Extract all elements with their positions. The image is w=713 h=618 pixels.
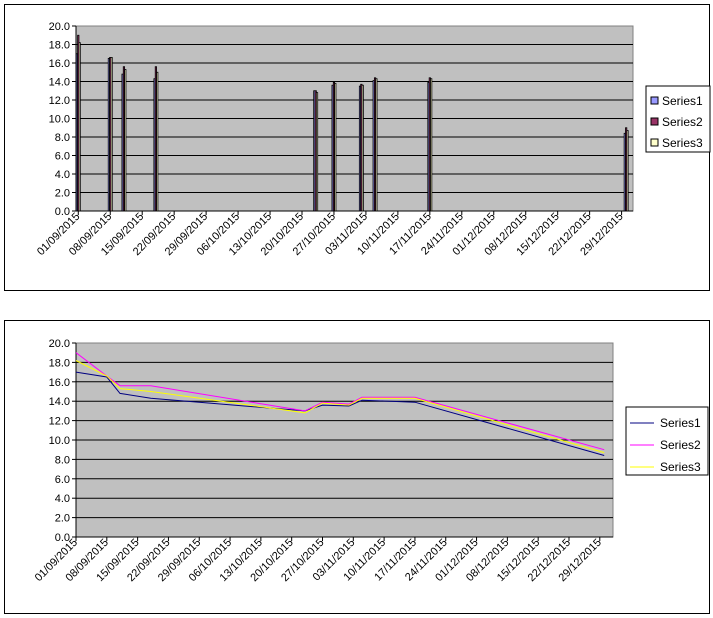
bar-series3 xyxy=(78,42,81,212)
legend-label-series2: Series2 xyxy=(660,438,701,452)
y-tick-label: 20.0 xyxy=(49,21,70,33)
y-tick-label: 12.0 xyxy=(49,416,70,428)
y-tick-label: 16.0 xyxy=(49,58,70,70)
y-tick-label: 20.0 xyxy=(49,338,70,350)
y-tick-label: 6.0 xyxy=(55,474,70,486)
y-tick-label: 4.0 xyxy=(55,169,70,181)
line-chart-svg: 0.02.04.06.08.010.012.014.016.018.020.00… xyxy=(33,338,709,584)
legend-label-series3: Series3 xyxy=(662,136,703,150)
bar-series3 xyxy=(156,71,159,212)
legend-label-series3: Series3 xyxy=(660,460,701,474)
y-tick-label: 12.0 xyxy=(49,95,70,107)
y-tick-label: 16.0 xyxy=(49,377,70,389)
y-tick-label: 18.0 xyxy=(49,357,70,369)
bar-series3 xyxy=(361,84,364,212)
y-tick-label: 0.0 xyxy=(55,206,70,218)
bar-series3 xyxy=(315,92,319,212)
legend-swatch-series3 xyxy=(650,138,659,147)
y-tick-label: 10.0 xyxy=(49,114,70,126)
bar-chart-svg: 0.02.04.06.08.010.012.014.016.018.020.00… xyxy=(35,21,711,258)
legend-swatch-series2 xyxy=(650,117,659,126)
bar-series3 xyxy=(124,69,127,212)
bar-chart-panel: 0.0 2.0 4.0 6.0 8.0 10.0 12.0 14.0 16.0 18.0 20.0 0… xyxy=(4,4,711,291)
line-chart-panel: 0.0 2.0 4.0 6.0 8.0 10.0 12.0 14.0 16.0 18.0 20.0 0… xyxy=(4,320,710,614)
y-tick-label: 0.0 xyxy=(55,532,70,544)
legend-label-series2: Series2 xyxy=(662,115,703,129)
bar-series3 xyxy=(110,57,113,212)
line-series3 xyxy=(75,360,605,454)
y-tick-label: 10.0 xyxy=(49,435,70,447)
bar-series3 xyxy=(334,82,337,212)
y-tick-label: 8.0 xyxy=(55,132,70,144)
y-tick-label: 2.0 xyxy=(55,188,70,200)
bar-series3 xyxy=(375,78,378,212)
y-tick-label: 6.0 xyxy=(55,151,70,163)
y-tick-label: 18.0 xyxy=(49,40,70,52)
line-series2 xyxy=(75,352,605,451)
legend-swatch-series1 xyxy=(650,96,659,105)
y-tick-label: 4.0 xyxy=(55,493,70,505)
y-tick-label: 2.0 xyxy=(55,513,70,525)
bar-series3 xyxy=(626,130,629,212)
legend-label-series1: Series1 xyxy=(662,94,703,108)
y-tick-label: 14.0 xyxy=(49,396,70,408)
y-tick-label: 8.0 xyxy=(55,454,70,466)
legend-box xyxy=(625,406,709,476)
bar-series3 xyxy=(430,78,433,212)
legend-label-series1: Series1 xyxy=(660,416,701,430)
y-tick-label: 14.0 xyxy=(49,77,70,89)
